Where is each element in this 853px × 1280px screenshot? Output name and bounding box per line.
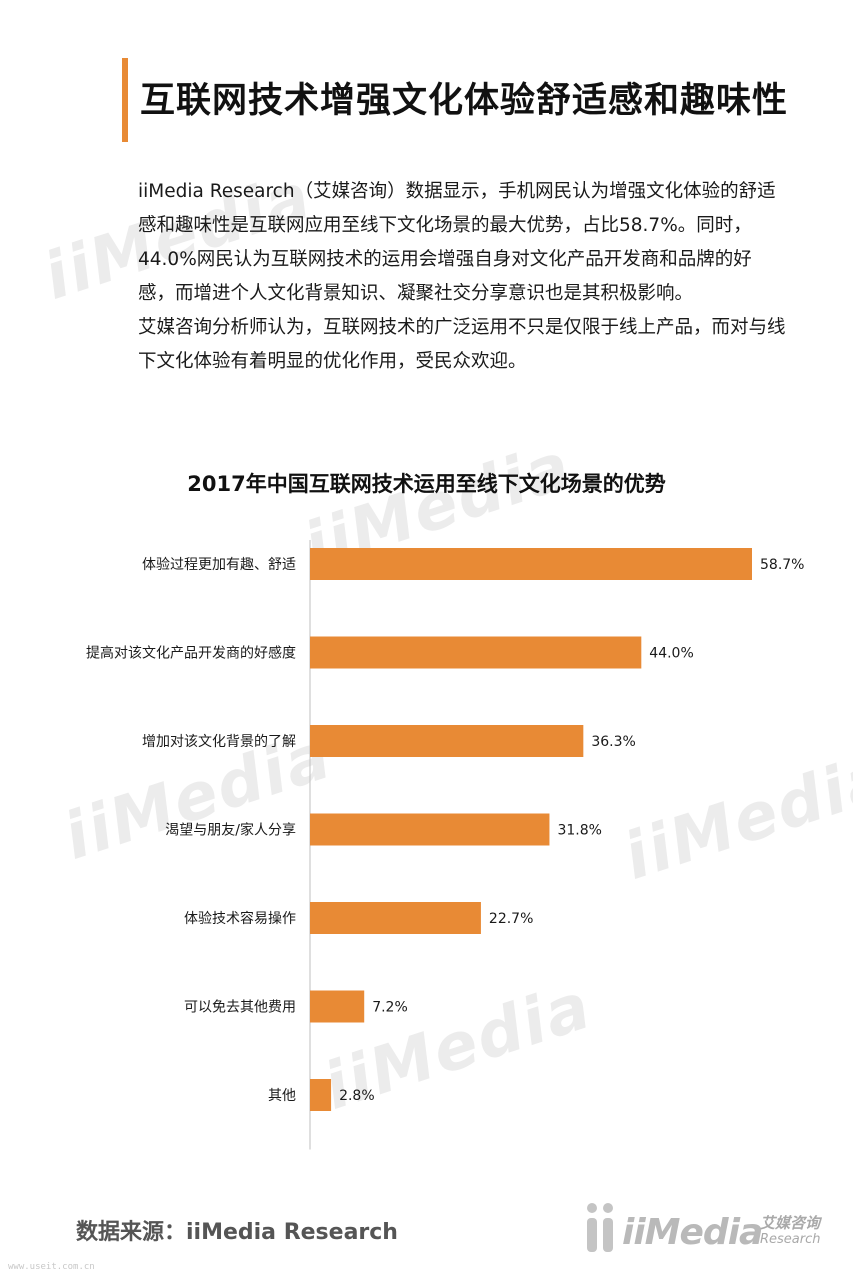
data-label: 2.8% (339, 1088, 375, 1104)
bar-chart: 体验过程更加有趣、舒适 58.7% 提高对该文化产品开发商的好感度 44.0% 增加对该… (86, 540, 804, 1150)
footer-url: www.useit.com.cn (8, 1262, 95, 1272)
title-accent-bar (122, 58, 128, 142)
data-label: 36.3% (591, 734, 635, 750)
data-label: 31.8% (557, 823, 601, 839)
category-label: 提高对该文化产品开发商的好感度 (86, 645, 296, 662)
logo-cn: 艾媒咨询 (760, 1214, 821, 1232)
imedia-logo: iiMedia 艾媒咨询 Research (582, 1200, 832, 1260)
logo-en: Research (760, 1232, 821, 1247)
data-label: 44.0% (649, 646, 693, 662)
data-label: 7.2% (372, 1000, 408, 1016)
chart-title: 2017年中国互联网技术运用至线下文化场景的优势 (187, 472, 666, 496)
data-source: 数据来源：iiMedia Research (76, 1220, 398, 1245)
bar (310, 636, 642, 669)
intro-text: iiMedia Research（艾媒咨询）数据显示，手机网民认为增强文化体验的… (138, 175, 788, 379)
bar (310, 990, 365, 1023)
category-label: 可以免去其他费用 (184, 1000, 296, 1016)
category-label: 体验技术容易操作 (184, 910, 296, 927)
category-label: 增加对该文化背景的了解 (142, 734, 296, 750)
category-label: 体验过程更加有趣、舒适 (142, 557, 296, 573)
bar (310, 813, 550, 846)
bar (310, 1079, 332, 1111)
bar (310, 902, 481, 934)
logo-dots-icon (587, 1203, 613, 1252)
intro-paragraph: 艾媒咨询分析师认为，互联网技术的广泛运用不只是仅限于线上产品，而对与线下文化体验… (138, 317, 786, 372)
category-label: 其他 (268, 1088, 296, 1104)
logo-wordmark: iiMedia (622, 1212, 763, 1253)
data-label: 58.7% (760, 557, 804, 573)
bar (310, 725, 584, 757)
page-title: 互联网技术增强文化体验舒适感和趣味性 (140, 81, 789, 121)
intro-paragraph: iiMedia Research（艾媒咨询）数据显示，手机网民认为增强文化体验的… (138, 181, 776, 304)
category-label: 渴望与朋友/家人分享 (165, 822, 296, 839)
bar (310, 548, 752, 580)
data-label: 22.7% (489, 911, 533, 927)
